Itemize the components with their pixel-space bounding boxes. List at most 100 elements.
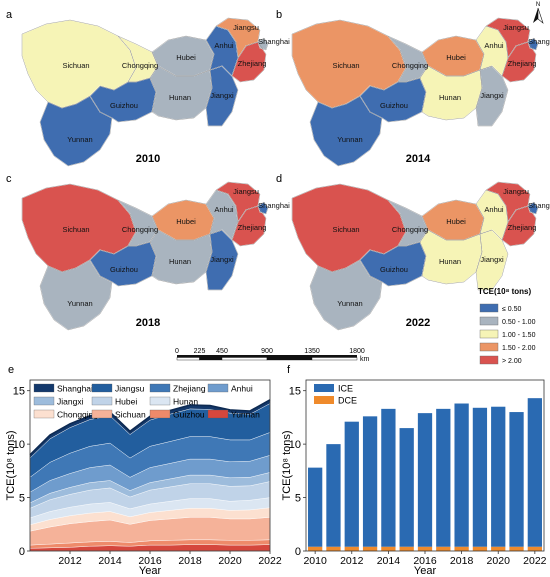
bar-ice-2020 — [491, 406, 506, 547]
province-outline-zhejiang — [501, 41, 537, 83]
legend-e-swatch-jiangxi — [33, 396, 55, 406]
legend-e-swatch-anhui — [207, 383, 229, 393]
bar-ice-2010 — [308, 467, 323, 547]
map-year-2018: 2018 — [136, 317, 160, 329]
legend-label-0: ≤ 0.50 — [502, 306, 522, 313]
province-label-shanghai: Shanghai — [258, 201, 290, 210]
legend-e-label-chongqing: Chongqing — [57, 410, 98, 420]
bar-dce-2013 — [362, 546, 378, 551]
legend-f-swatch-dce — [314, 396, 334, 404]
province-label-sichuan: Sichuan — [62, 225, 89, 234]
xtick-e-2022: 2022 — [258, 555, 282, 567]
province-outline-shanghai — [527, 37, 539, 51]
legend-e-swatch-chongqing — [33, 409, 55, 419]
legend-e-label-guizhou: Guizhou — [173, 410, 205, 420]
bar-dce-2017 — [436, 546, 451, 551]
province-label-anhui: Anhui — [484, 41, 504, 50]
legend-e-swatch-hubei — [91, 396, 113, 406]
bar-dce-2020 — [491, 546, 506, 551]
legend-swatch-2 — [479, 329, 499, 339]
province-label-jiangsu: Jiangsu — [233, 23, 259, 32]
province-label-hunan: Hunan — [439, 93, 461, 102]
province-label-hunan: Hunan — [439, 257, 461, 266]
legend-e-label-zhejiang: Zhejiang — [173, 384, 206, 394]
xtick-e-2012: 2012 — [58, 555, 82, 567]
xlabel-f: Year — [414, 565, 437, 577]
province-label-yunnan: Yunnan — [67, 135, 92, 144]
bar-dce-2022 — [527, 546, 542, 551]
bar-ice-2022 — [527, 398, 542, 547]
bar-ice-2013 — [362, 416, 378, 547]
map-legend-title: TCE(10⁸ tons) — [478, 287, 531, 296]
legend-f-swatch-ice — [314, 384, 334, 392]
legend-label-3: 1.50 - 2.00 — [502, 345, 536, 352]
province-label-guizhou: Guizhou — [380, 265, 408, 274]
province-label-hubei: Hubei — [446, 217, 466, 226]
bar-dce-2011 — [326, 546, 341, 551]
province-label-shanghai: Shanghai — [528, 37, 550, 46]
province-label-jiangsu: Jiangsu — [233, 187, 259, 196]
bar-ice-2015 — [399, 428, 414, 547]
maps-layer: a Sichuan Yunnan Chongqing Guizhou Hubei Hunan… — [6, 9, 550, 331]
xtick-e-2018: 2018 — [178, 555, 202, 567]
legend-label-2: 1.00 - 1.50 — [502, 332, 536, 339]
province-label-sichuan: Sichuan — [332, 225, 359, 234]
province-outline-yunnan — [309, 95, 383, 167]
map-panel-a: a Sichuan Yunnan Chongqing Guizhou Hubei Hunan… — [6, 9, 290, 167]
ytick-e-15: 15 — [13, 386, 25, 398]
province-label-yunnan: Yunnan — [67, 299, 92, 308]
province-outline-hunan — [419, 229, 483, 285]
xlabel-e: Year — [139, 565, 162, 577]
province-label-chongqing: Chongqing — [392, 225, 428, 234]
province-label-hunan: Hunan — [169, 93, 191, 102]
chart-e: e 0 5 10 15 2012 2014 2016 2018 2020 2022 Year TCE(… — [5, 364, 282, 577]
province-outline-shanghai — [527, 201, 539, 215]
province-label-jiangxi: Jiangxi — [480, 91, 504, 100]
legend-label-4: > 2.00 — [502, 358, 522, 365]
province-label-zhejiang: Zhejiang — [238, 59, 267, 68]
bar-ice-2014 — [381, 408, 396, 547]
ytick-f-5: 5 — [295, 493, 301, 505]
legend-e-label-hunan: Hunan — [173, 397, 198, 407]
scale-seg-top-2 — [222, 355, 267, 358]
scale-seg-bot-0 — [176, 357, 200, 361]
xtick-f-2014: 2014 — [377, 555, 401, 567]
bar-dce-2015 — [399, 546, 414, 551]
bar-ice-2019 — [472, 407, 488, 547]
province-label-hubei: Hubei — [446, 53, 466, 62]
legend-e-swatch-zhejiang — [149, 383, 171, 393]
scale-seg-bot-3 — [266, 357, 313, 361]
ytick-e-10: 10 — [13, 439, 25, 451]
map-panel-c: c Sichuan Yunnan Chongqing Guizhou Hubei Hunan… — [6, 173, 290, 331]
xtick-f-2012: 2012 — [340, 555, 364, 567]
legend-e-label-sichuan: Sichuan — [115, 410, 146, 420]
panel-label-c: c — [6, 173, 12, 185]
legend-e-label-jiangsu: Jiangsu — [115, 384, 145, 394]
panel-label-d: d — [276, 173, 282, 185]
scale-seg-bot-2 — [221, 357, 268, 361]
bar-dce-2012 — [344, 546, 359, 551]
bar-dce-2019 — [472, 546, 488, 551]
bar-ice-2011 — [326, 444, 341, 547]
xtick-e-2020: 2020 — [218, 555, 242, 567]
xtick-f-2020: 2020 — [487, 555, 511, 567]
province-label-zhejiang: Zhejiang — [508, 59, 537, 68]
legend-e-swatch-yunnan — [207, 409, 229, 419]
panel-label-a: a — [6, 9, 13, 21]
province-outline-hunan — [149, 65, 213, 121]
province-label-sichuan: Sichuan — [62, 61, 89, 70]
legend-swatch-4 — [479, 355, 499, 365]
province-label-jiangxi: Jiangxi — [210, 91, 234, 100]
province-label-jiangsu: Jiangsu — [503, 23, 529, 32]
scale-seg-top-3 — [267, 355, 312, 358]
panel-label-b: b — [276, 9, 282, 21]
legend-swatch-3 — [479, 342, 499, 352]
bar-dce-2010 — [308, 546, 323, 551]
province-label-yunnan: Yunnan — [337, 299, 362, 308]
scale-seg-bot-1 — [199, 357, 223, 361]
bar-dce-2021 — [509, 546, 524, 551]
bar-ice-2021 — [509, 412, 524, 547]
scale-tick-4: 1350 — [304, 348, 320, 355]
